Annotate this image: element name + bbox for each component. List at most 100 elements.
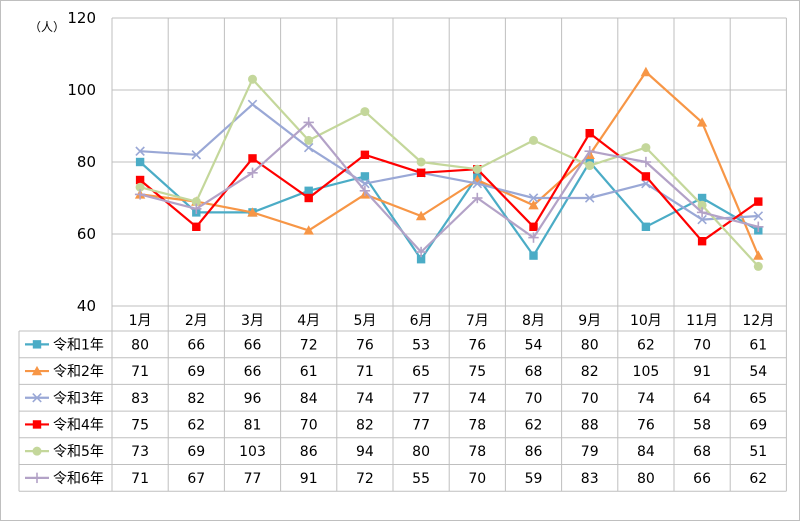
table-cell: 62: [749, 471, 767, 487]
series-3-marker: [753, 211, 764, 221]
table-cell: 73: [131, 444, 149, 460]
table-cell: 74: [468, 391, 486, 407]
table-cell: 71: [131, 364, 149, 380]
row-label: 令和6年: [53, 471, 104, 487]
table-cell: 67: [187, 471, 205, 487]
series-4-marker: [192, 222, 201, 231]
series-5-marker: [472, 164, 482, 174]
series-4-marker: [416, 168, 426, 177]
series-1-marker: [135, 157, 145, 167]
row-label: 令和2年: [53, 364, 104, 380]
table-cell: 77: [412, 417, 430, 433]
series-5-marker: [529, 135, 538, 145]
table-cell: 59: [525, 471, 543, 487]
table-cell: 78: [468, 444, 486, 460]
series-lines: [134, 66, 764, 271]
series-2-line: [139, 70, 760, 257]
series-6-marker: [191, 203, 202, 214]
category-label: 9月: [578, 313, 601, 329]
table-cell: 51: [749, 444, 767, 460]
series-1-marker: [304, 186, 313, 195]
series-1-marker: [697, 193, 707, 203]
table-cell: 69: [187, 444, 205, 460]
table-cell: 68: [693, 444, 711, 460]
series-5-marker: [360, 107, 370, 117]
table-cell: 82: [356, 417, 374, 433]
category-label: 7月: [466, 313, 489, 329]
series-2-marker: [696, 117, 708, 127]
series-5-marker: [191, 197, 201, 207]
category-label: 2月: [185, 313, 208, 329]
category-label: 8月: [522, 313, 545, 329]
series-3-marker: [303, 142, 314, 153]
series-3-legend-marker: [32, 392, 42, 403]
series-5-marker: [416, 157, 426, 167]
category-label: 10月: [630, 313, 662, 329]
series-5-marker: [697, 200, 707, 210]
table-cell: 91: [300, 471, 318, 487]
table-cell: 86: [300, 444, 318, 460]
table-cell: 54: [525, 337, 543, 353]
table-cell: 78: [468, 417, 486, 433]
series-3-marker: [472, 178, 483, 189]
table-cell: 70: [525, 391, 543, 407]
series-5-marker: [135, 182, 145, 192]
category-label: 11月: [686, 313, 718, 329]
category-label: 1月: [129, 313, 152, 329]
series-6-marker: [303, 117, 314, 128]
legend-key-4: [25, 420, 49, 429]
table-cell: 72: [356, 471, 374, 487]
table-cell: 80: [131, 337, 149, 353]
series-1-marker: [360, 172, 370, 181]
y-tick-label: 80: [77, 153, 96, 171]
series-6-marker: [415, 246, 427, 258]
category-label: 6月: [410, 313, 433, 329]
table-cell: 70: [468, 471, 486, 487]
table-cell: 66: [244, 337, 262, 353]
table-cell: 77: [244, 471, 262, 487]
table-cell: 82: [581, 364, 599, 380]
row-label: 令和1年: [53, 337, 104, 353]
table-cell: 61: [300, 364, 318, 380]
series-4-marker: [135, 175, 145, 185]
table-cell: 75: [468, 364, 486, 380]
series-6-marker: [696, 207, 708, 218]
table-cell: 53: [412, 337, 430, 353]
table-cell: 65: [749, 391, 767, 407]
series-6-marker: [584, 146, 595, 157]
table-cell: 80: [581, 337, 599, 353]
table-cell: 64: [693, 391, 711, 407]
table-cell: 105: [633, 364, 660, 380]
table-cell: 88: [581, 417, 599, 433]
series-1-marker: [529, 251, 538, 260]
series-2-marker: [528, 200, 539, 210]
table-cell: 71: [356, 364, 374, 380]
table-cell: 74: [356, 391, 374, 407]
table-cell: 75: [131, 417, 149, 433]
gridlines: [111, 17, 787, 307]
series-3: [135, 99, 764, 225]
y-tick-label: 100: [67, 81, 96, 99]
table-cell: 58: [693, 417, 711, 433]
series-3-marker: [697, 214, 707, 225]
category-label: 12月: [742, 313, 774, 329]
table-cell: 74: [637, 391, 655, 407]
series-6-marker: [134, 189, 146, 200]
series-1-marker: [641, 222, 651, 231]
series-6-marker: [359, 185, 371, 196]
table-cell: 77: [412, 391, 430, 407]
table-cell: 91: [693, 364, 711, 380]
series-6-marker: [472, 192, 483, 204]
table-cell: 82: [187, 391, 205, 407]
table-cell: 70: [693, 337, 711, 353]
table-cell: 70: [300, 417, 318, 433]
series-4-marker: [248, 154, 257, 163]
series-2-legend-marker: [31, 365, 43, 376]
series-6-marker: [247, 167, 258, 178]
series-4-marker: [641, 172, 651, 181]
series-1-marker: [416, 255, 426, 264]
series-2-marker: [753, 250, 764, 260]
table-cell: 66: [693, 471, 711, 487]
legend-key-5: [25, 446, 49, 456]
